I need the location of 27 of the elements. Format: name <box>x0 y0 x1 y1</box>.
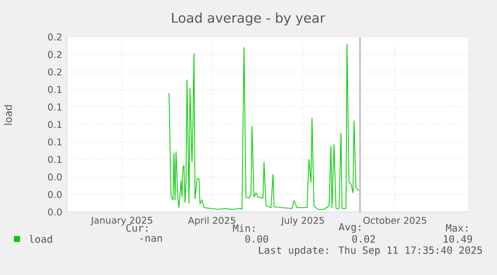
y-tick-label: 0.0 <box>48 173 62 181</box>
y-tick-label: 0.0 <box>48 190 62 198</box>
text: Min: <box>233 224 254 232</box>
line-series <box>168 44 360 210</box>
text: Last update: Thu Sep 11 17:35:40 2025 <box>259 246 482 256</box>
y-tick-label: 0.1 <box>48 156 62 164</box>
y-tick-label: 0.1 <box>48 86 62 94</box>
y-axis-title: load <box>4 105 12 125</box>
y-tick-label: 0.2 <box>48 50 62 58</box>
y-tick-label: 0.1 <box>48 103 62 111</box>
y-tick-label: 0.2 <box>48 33 62 41</box>
text: -nan <box>140 236 162 242</box>
text: 0.02 <box>352 235 375 243</box>
text: Max: <box>446 224 468 232</box>
x-tick-label: April 2025 <box>188 216 236 226</box>
x-tick-label: October 2025 <box>363 216 426 224</box>
text: 10.49 <box>444 235 472 243</box>
y-tick-label: 0.2 <box>48 68 62 76</box>
y-tick-label: 0.1 <box>48 138 62 146</box>
text: 0.00 <box>245 235 268 243</box>
y-tick-label: 0.0 <box>48 208 62 216</box>
y-tick-label: 0.1 <box>48 120 62 128</box>
text: Cur: <box>126 224 148 232</box>
x-tick-label: July 2025 <box>280 216 324 226</box>
chart-title: Load average - by year <box>172 12 326 26</box>
legend-label: load <box>29 235 52 243</box>
text: Avg: <box>338 223 360 233</box>
